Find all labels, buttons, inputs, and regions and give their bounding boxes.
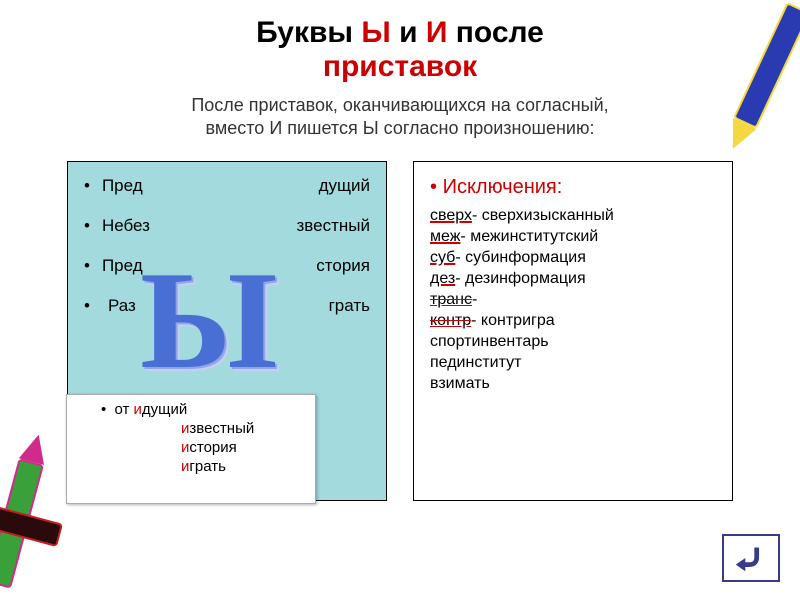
exception-line: сверх- сверхизысканный xyxy=(430,207,716,225)
exception-line: транс- xyxy=(430,291,716,309)
exception-line: дез- дезинформация xyxy=(430,270,716,288)
u-turn-arrow-icon xyxy=(732,543,770,573)
example-row: •Разграть xyxy=(84,296,370,316)
exception-line: суб- субинформация xyxy=(430,249,716,267)
panels-container: Ы •Преддущий •Небеззвестный •Предстория … xyxy=(0,161,800,501)
exception-line: спортинвентарь xyxy=(430,333,716,351)
source-words-overlay: • от идущий известный история играть xyxy=(66,394,316,504)
exception-line: пединститут xyxy=(430,354,716,372)
exception-line: меж- межинститутский xyxy=(430,228,716,246)
exceptions-title: • Исключения: xyxy=(430,176,716,199)
page-title: Буквы Ы и И после приставок xyxy=(0,0,800,84)
back-button[interactable] xyxy=(722,534,780,582)
exception-line: взимать xyxy=(430,375,716,393)
example-row: •Предстория xyxy=(84,256,370,276)
subtitle: После приставок, оканчивающихся на согла… xyxy=(0,94,800,141)
examples-panel: Ы •Преддущий •Небеззвестный •Предстория … xyxy=(67,161,387,501)
example-row: •Небеззвестный xyxy=(84,216,370,236)
example-row: •Преддущий xyxy=(84,176,370,196)
exception-line: контр- контригра xyxy=(430,312,716,330)
exceptions-panel: • Исключения: сверх- сверхизысканный меж-… xyxy=(413,161,733,501)
